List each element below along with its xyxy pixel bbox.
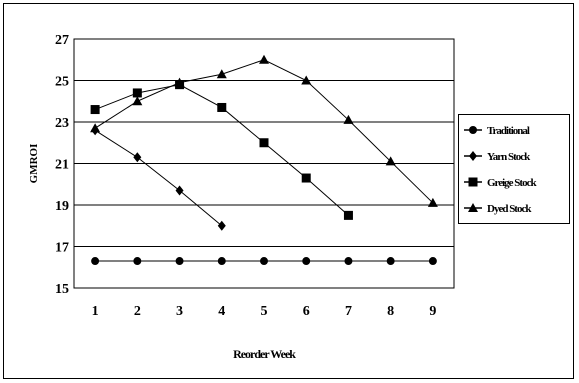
x-tick-label: 9: [429, 304, 436, 319]
data-point-triangle: [174, 77, 185, 87]
data-point-square: [217, 102, 227, 112]
x-tick-label: 7: [345, 304, 352, 319]
y-tick-label: 23: [55, 116, 69, 131]
data-point-square: [259, 138, 269, 148]
data-point-square: [132, 88, 142, 98]
data-point-circle: [175, 257, 184, 266]
y-tick-label: 21: [55, 158, 69, 173]
y-tick-label: 19: [55, 199, 69, 214]
data-point-diamond: [217, 220, 226, 231]
y-tick-label: 15: [55, 282, 69, 297]
x-tick-label: 1: [92, 304, 99, 319]
y-tick-label: 25: [55, 75, 69, 90]
legend-label: Traditional: [487, 125, 530, 137]
plot-area: [73, 38, 455, 289]
y-tick-label: 17: [55, 241, 69, 256]
data-point-circle: [386, 257, 395, 266]
legend-label: Dyed Stock: [487, 203, 532, 215]
x-tick-label: 6: [303, 304, 310, 319]
series-line-1: [94, 129, 223, 227]
data-point-triangle: [259, 54, 269, 64]
data-point-triangle: [343, 114, 354, 124]
data-point-triangle: [301, 75, 312, 85]
legend: [458, 114, 570, 224]
legend-label: Yarn Stock: [487, 151, 531, 163]
x-tick-label: 3: [176, 304, 183, 319]
legend-marker-square: [468, 177, 478, 187]
data-point-square: [301, 173, 311, 183]
data-point-diamond: [133, 152, 142, 163]
y-axis-label: GMROI: [28, 144, 40, 184]
x-tick-label: 4: [218, 304, 225, 319]
legend-marker-triangle: [468, 203, 478, 212]
data-point-circle: [91, 257, 100, 266]
data-point-circle: [344, 257, 353, 266]
data-point-circle: [260, 257, 268, 266]
data-point-circle: [302, 257, 311, 266]
series-line-3: [94, 59, 434, 204]
data-point-circle: [133, 257, 142, 266]
data-point-diamond: [175, 185, 184, 196]
x-tick-label: 5: [261, 304, 268, 319]
data-point-triangle: [90, 123, 101, 133]
data-point-circle: [217, 257, 226, 266]
data-point-triangle: [132, 96, 143, 106]
data-point-triangle: [427, 197, 438, 207]
legend-marker-diamond: [469, 151, 477, 161]
legend-label: Greige Stock: [487, 177, 537, 189]
data-point-square: [343, 210, 353, 220]
y-tick-label: 27: [55, 33, 69, 48]
legend-marker-circle: [469, 126, 477, 134]
x-axis-label: Reorder Week: [233, 347, 296, 361]
data-point-triangle: [216, 69, 227, 79]
data-point-circle: [428, 257, 437, 266]
data-point-square: [90, 105, 100, 115]
data-point-triangle: [385, 156, 396, 166]
x-tick-label: 2: [134, 304, 141, 319]
x-tick-label: 8: [387, 304, 394, 319]
